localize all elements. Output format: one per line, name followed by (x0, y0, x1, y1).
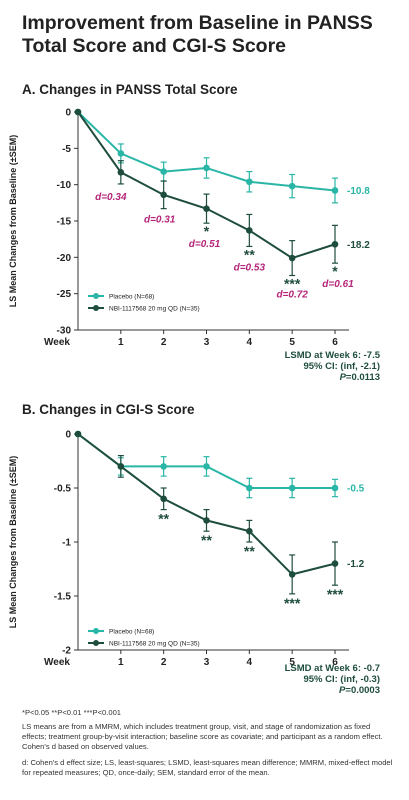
x-tick-label: 3 (204, 337, 210, 348)
legend-label: NBI-1117568 20 mg QD (N=35) (109, 306, 200, 313)
x-tick-label: 1 (118, 657, 124, 668)
cohen-d-label: d=0.61 (322, 279, 354, 290)
y-tick-label: -1.5 (54, 592, 72, 603)
data-point (331, 484, 339, 492)
data-point (203, 205, 210, 212)
x-tick-label: 5 (289, 657, 295, 668)
end-value-label: -0.5 (347, 484, 365, 495)
cohen-d-label: d=0.51 (189, 239, 221, 250)
y-tick-label: -10 (57, 180, 72, 191)
cohen-d-label: d=0.72 (276, 290, 308, 301)
y-tick-label: 0 (65, 108, 71, 119)
y-tick-label: -25 (57, 289, 72, 300)
cohen-d-label: d=0.53 (234, 262, 266, 273)
legend-label: Placebo (N=68) (109, 629, 154, 636)
x-tick-label: 5 (289, 337, 295, 348)
x-tick-label: 2 (161, 657, 167, 668)
x-tick-label: 3 (204, 657, 210, 668)
data-point (117, 463, 125, 470)
y-tick-label: -1 (62, 538, 71, 549)
legend-marker (93, 640, 99, 646)
data-point (288, 571, 296, 578)
end-value-label: -1.2 (347, 559, 365, 570)
data-point (160, 191, 167, 199)
data-point (246, 527, 253, 535)
data-point (117, 169, 125, 176)
lsmd-text: P=0.0003 (339, 685, 380, 695)
data-point (246, 227, 253, 234)
data-point (288, 484, 296, 492)
x-tick-label: 4 (247, 657, 253, 668)
data-point (246, 178, 253, 186)
legend-marker (93, 305, 99, 311)
cohen-d-label: d=0.31 (144, 215, 176, 226)
data-point (331, 187, 339, 194)
significance-stars: *** (284, 595, 301, 611)
legend-label: Placebo (N=68) (109, 294, 154, 301)
page-title: Improvement from Baseline in PANSS Total… (22, 12, 373, 57)
y-tick-label: -0.5 (54, 484, 72, 495)
footnote-methods: LS means are from a MMRM, which includes… (22, 722, 383, 751)
end-value-label: -18.2 (347, 240, 370, 251)
cohen-d-label: d=0.34 (95, 192, 127, 203)
x-axis-label: Week (44, 337, 70, 348)
significance-stars: * (332, 263, 338, 279)
data-point (203, 517, 210, 524)
y-tick-label: -30 (57, 326, 72, 337)
x-tick-label: 4 (247, 337, 253, 348)
lsmd-text: 95% CI: (inf, -0.3) (303, 674, 380, 685)
significance-stars: * (204, 223, 210, 239)
y-tick-label: -2 (62, 646, 71, 657)
chart-b: 0 -0.5 -1 -1.5 -2 1 2 3 4 5 6 Week LS Mean Changes f… (8, 430, 380, 696)
data-point (203, 164, 210, 172)
significance-stars: ** (244, 543, 255, 559)
lsmd-text: P=0.0113 (340, 372, 380, 383)
y-tick-label: -15 (57, 217, 72, 228)
y-tick-label: -5 (62, 144, 71, 155)
data-point (160, 463, 167, 470)
y-tick-label: 0 (65, 430, 71, 441)
y-axis-label: LS Mean Changes from Baseline (±SEM) (8, 456, 18, 628)
significance-stars: ** (158, 511, 169, 527)
lsmd-text: LSMD at Week 6: -0.7 (285, 663, 380, 674)
legend-label: NBI-1117568 20 mg QD (N=35) (109, 641, 200, 648)
data-point (74, 430, 82, 438)
significance-stars: *** (284, 276, 301, 292)
end-value-label: -10.8 (347, 186, 370, 197)
significance-stars: *** (327, 586, 344, 602)
data-point (160, 495, 167, 503)
data-point (203, 463, 210, 470)
chart-b-title: B. Changes in CGI-S Score (22, 402, 195, 417)
data-point (331, 560, 339, 567)
data-point (288, 254, 296, 262)
data-point (117, 150, 125, 157)
y-axis-label: LS Mean Changes from Baseline (±SEM) (8, 135, 18, 307)
data-point (288, 182, 296, 190)
x-tick-label: 6 (332, 657, 338, 668)
series-line (77, 433, 336, 576)
lsmd-text: 95% CI: (inf, -2.1) (303, 361, 380, 372)
significance-stars: ** (201, 532, 212, 548)
lsmd-text: LSMD at Week 6: -7.5 (285, 350, 381, 361)
chart-a: 0 -5 -10 -15 -20 -25 -30 1 2 3 4 5 6 Week LS Mean Chan… (8, 108, 381, 384)
x-axis-label: Week (44, 657, 70, 668)
legend-marker (93, 293, 99, 299)
x-tick-label: 1 (118, 337, 124, 348)
data-point (246, 484, 253, 492)
y-tick-label: -20 (57, 253, 72, 264)
x-tick-label: 2 (161, 337, 167, 348)
chart-a-title: A. Changes in PANSS Total Score (22, 82, 238, 97)
footnote-significance: *P<0.05 **P<0.01 ***P<0.001 (22, 708, 122, 717)
data-point (160, 168, 167, 175)
data-point (331, 240, 339, 248)
significance-stars: ** (244, 246, 255, 262)
data-point (74, 108, 82, 116)
legend-marker (93, 628, 99, 634)
footnote-abbreviations: d: Cohen's d effect size; LS, least-squa… (22, 758, 393, 777)
x-tick-label: 6 (332, 337, 338, 348)
